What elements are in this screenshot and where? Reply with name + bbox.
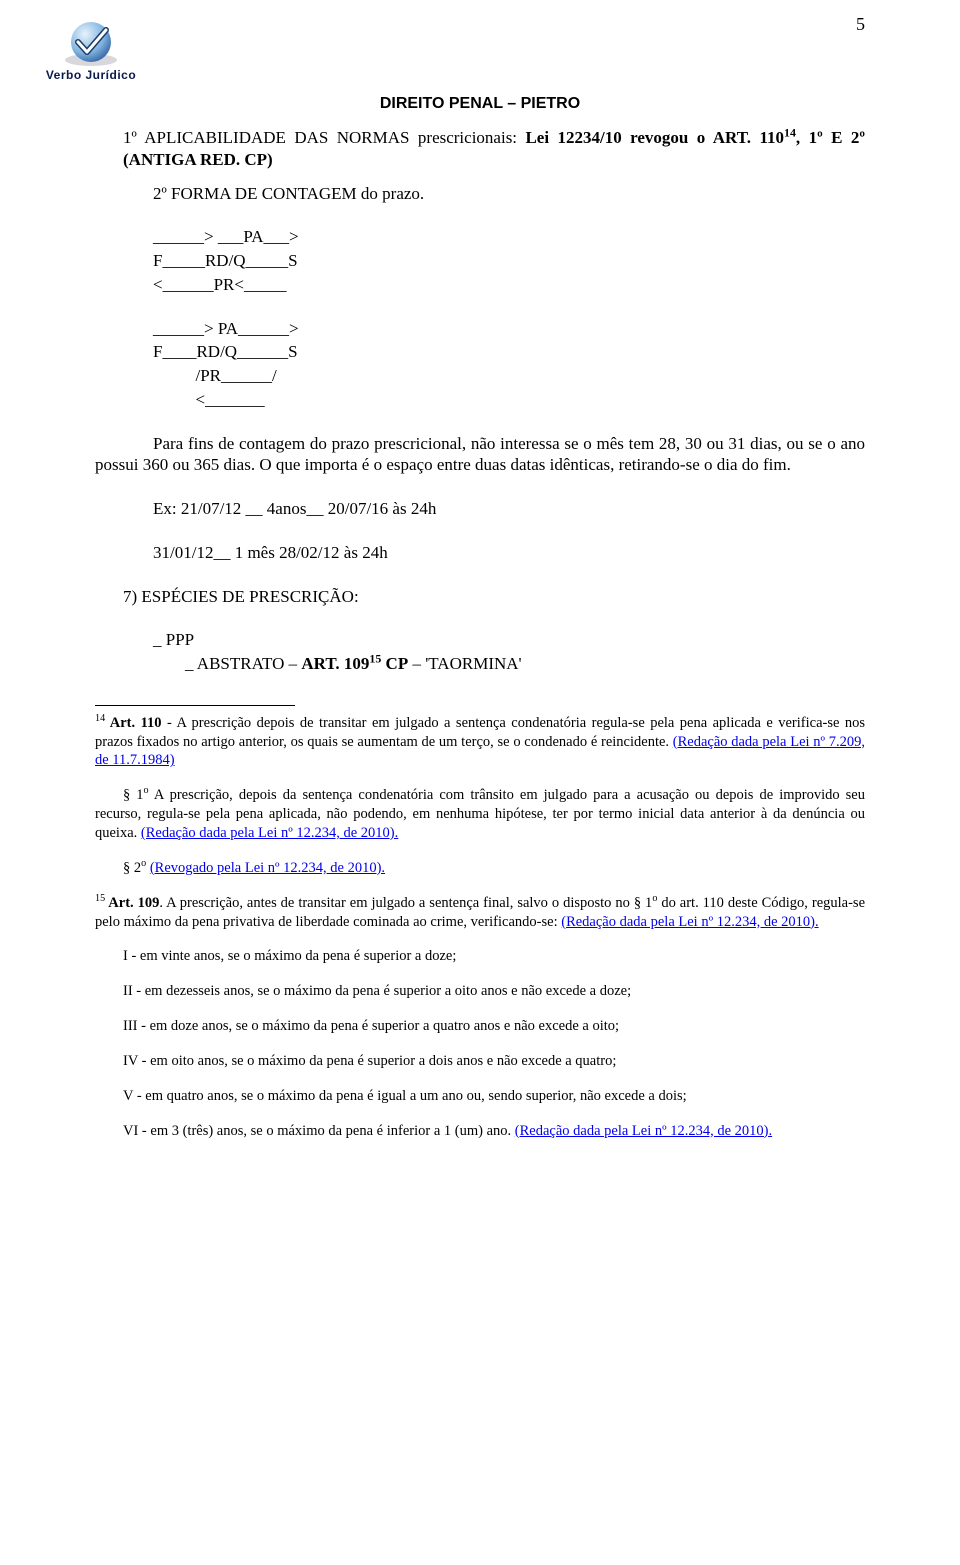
paragraph: _ PPP bbox=[95, 629, 865, 651]
code-line: F_____RD/Q_____S bbox=[95, 250, 865, 272]
paragraph: 31/01/12__ 1 mês 28/02/12 às 24h bbox=[95, 542, 865, 564]
paragraph: _ ABSTRATO – ART. 10915 CP – 'TAORMINA' bbox=[95, 653, 865, 675]
bold-text: Art. 109 bbox=[105, 895, 159, 911]
law-link[interactable]: (Revogado pela Lei nº 12.234, de 2010). bbox=[150, 860, 385, 876]
text: § 1 bbox=[123, 787, 144, 803]
footnote-list-item: I - em vinte anos, se o máximo da pena é… bbox=[95, 947, 865, 966]
paragraph: Para fins de contagem do prazo prescrici… bbox=[95, 433, 865, 477]
footnote-number: 15 bbox=[95, 893, 105, 904]
bold-text: Art. 110 bbox=[105, 715, 161, 731]
footnote-subitem: § 1o A prescrição, depois da sentença co… bbox=[95, 786, 865, 843]
text: CP bbox=[381, 654, 408, 673]
footnote-number: 14 bbox=[95, 713, 105, 724]
body-content: 1º APLICABILIDADE DAS NORMAS prescricion… bbox=[95, 127, 865, 675]
law-link[interactable]: (Redação dada pela Lei nº 12.234, de 201… bbox=[141, 825, 398, 841]
text: . A prescrição, antes de transitar em ju… bbox=[159, 895, 652, 911]
page-number: 5 bbox=[856, 14, 865, 35]
footnote-list-item: VI - em 3 (três) anos, se o máximo da pe… bbox=[95, 1122, 865, 1141]
footnote: 14 Art. 110 - A prescrição depois de tra… bbox=[95, 714, 865, 771]
text: Lei 12234/10 revogou o ART. 110 bbox=[525, 128, 784, 147]
footnote-list-item: III - em doze anos, se o máximo da pena … bbox=[95, 1017, 865, 1036]
logo-text: Verbo Jurídico bbox=[26, 68, 156, 82]
text: – 'TAORMINA' bbox=[408, 654, 521, 673]
code-line: /PR______/ bbox=[95, 365, 865, 387]
code-line: ______> PA______> bbox=[95, 318, 865, 340]
law-link[interactable]: (Redação dada pela Lei nº 12.234, de 201… bbox=[561, 914, 818, 930]
code-line: F____RD/Q______S bbox=[95, 341, 865, 363]
logo: Verbo Jurídico bbox=[26, 20, 156, 82]
paragraph: Ex: 21/07/12 __ 4anos__ 20/07/16 às 24h bbox=[95, 498, 865, 520]
text: VI - em 3 (três) anos, se o máximo da pe… bbox=[123, 1123, 515, 1139]
text: ART. 109 bbox=[301, 654, 369, 673]
text: § 2 bbox=[123, 860, 141, 876]
text: _ ABSTRATO – bbox=[185, 654, 301, 673]
footnote-list-item: IV - em oito anos, se o máximo da pena é… bbox=[95, 1052, 865, 1071]
checkmark-globe-icon bbox=[62, 20, 120, 68]
code-line: <_______ bbox=[95, 389, 865, 411]
page-title: DIREITO PENAL – PIETRO bbox=[95, 95, 865, 113]
footnote-ref: 14 bbox=[784, 125, 796, 139]
paragraph: 2º FORMA DE CONTAGEM do prazo. bbox=[95, 183, 865, 205]
footnote-ref: 15 bbox=[369, 651, 381, 665]
law-link[interactable]: (Redação dada pela Lei nº 12.234, de 201… bbox=[515, 1123, 772, 1139]
footnote-list-item: II - em dezesseis anos, se o máximo da p… bbox=[95, 982, 865, 1001]
text: 1º APLICABILIDADE DAS NORMAS prescricion… bbox=[123, 128, 525, 147]
footnote: 15 Art. 109. A prescrição, antes de tran… bbox=[95, 894, 865, 932]
list-item: 7) ESPÉCIES DE PRESCRIÇÃO: bbox=[95, 586, 865, 608]
bold-text: ART. 10915 CP bbox=[301, 654, 408, 673]
footnote-subitem: § 2o (Revogado pela Lei nº 12.234, de 20… bbox=[95, 859, 865, 878]
footnote-separator bbox=[95, 705, 295, 706]
document-page: 5 Verbo Jurídico DIREITO PENAL – PIETRO bbox=[0, 0, 960, 1202]
code-line: <______PR<_____ bbox=[95, 274, 865, 296]
footnotes: 14 Art. 110 - A prescrição depois de tra… bbox=[95, 714, 865, 1141]
footnote-list-item: V - em quatro anos, se o máximo da pena … bbox=[95, 1087, 865, 1106]
paragraph: 1º APLICABILIDADE DAS NORMAS prescricion… bbox=[95, 127, 865, 171]
code-line: ______> ___PA___> bbox=[95, 226, 865, 248]
